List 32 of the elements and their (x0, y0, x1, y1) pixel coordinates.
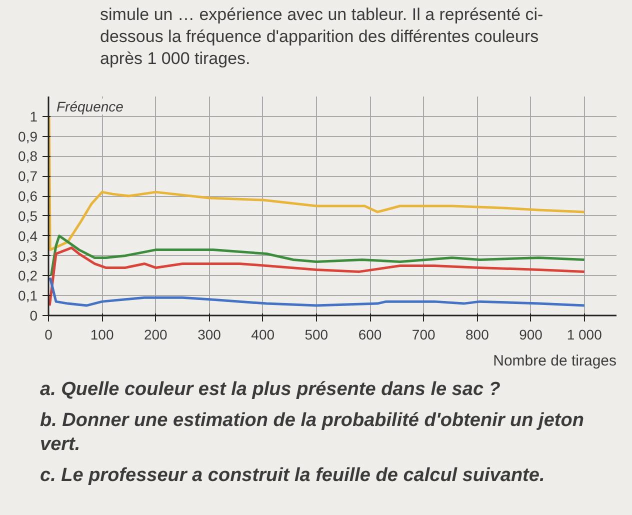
x-tick-label: 400 (251, 326, 275, 342)
y-tick-label: 1 (30, 108, 38, 124)
x-tick-label: 1 000 (566, 326, 602, 342)
y-tick-label: 0,9 (18, 128, 38, 144)
y-tick-label: 0,4 (18, 228, 38, 244)
x-tick-label: 900 (519, 326, 543, 342)
x-tick-label: 0 (44, 326, 53, 342)
x-tick-label: 100 (90, 326, 114, 342)
y-axis-title: Fréquence (56, 98, 124, 114)
line-series (48, 276, 586, 307)
x-tick-label: 800 (466, 326, 490, 342)
y-tick-label: 0,1 (18, 288, 38, 304)
x-axis-title: Nombre de tirages (493, 352, 617, 370)
y-tick-label: 0,6 (18, 188, 38, 204)
x-tick-label: 700 (412, 326, 436, 342)
text: simule un … expérience avec un tableur. Il a représenté ci-dessous la fréquence d'apparition des différentes couleurs après 1 000 tirages. (100, 4, 544, 70)
text: a. Quelle couleur est la plus présente dans le sac ? (40, 378, 502, 402)
y-tick-label: 0,3 (18, 248, 38, 264)
y-tick-label: 0,2 (18, 268, 38, 284)
line-series (48, 246, 586, 307)
text: b. Donner une estimation de la probabilité d'obtenir un jeton vert. (40, 408, 585, 458)
y-tick-label: 0 (30, 308, 38, 324)
y-tick-label: 0,7 (18, 168, 38, 184)
x-tick-label: 200 (144, 326, 168, 342)
line-series (50, 234, 586, 277)
text: c. Le professeur a construit la feuille de calcul suivante. (40, 464, 546, 488)
y-tick-label: 0,8 (18, 148, 38, 164)
x-tick-label: 600 (358, 326, 382, 342)
y-tick-label: 0,5 (18, 208, 38, 224)
line-series (48, 115, 586, 252)
x-tick-label: 500 (304, 326, 328, 342)
x-tick-label: 300 (198, 326, 222, 342)
